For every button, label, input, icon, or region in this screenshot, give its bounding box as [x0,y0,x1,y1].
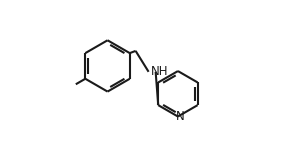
Text: N: N [176,110,184,123]
Text: NH: NH [151,65,168,78]
